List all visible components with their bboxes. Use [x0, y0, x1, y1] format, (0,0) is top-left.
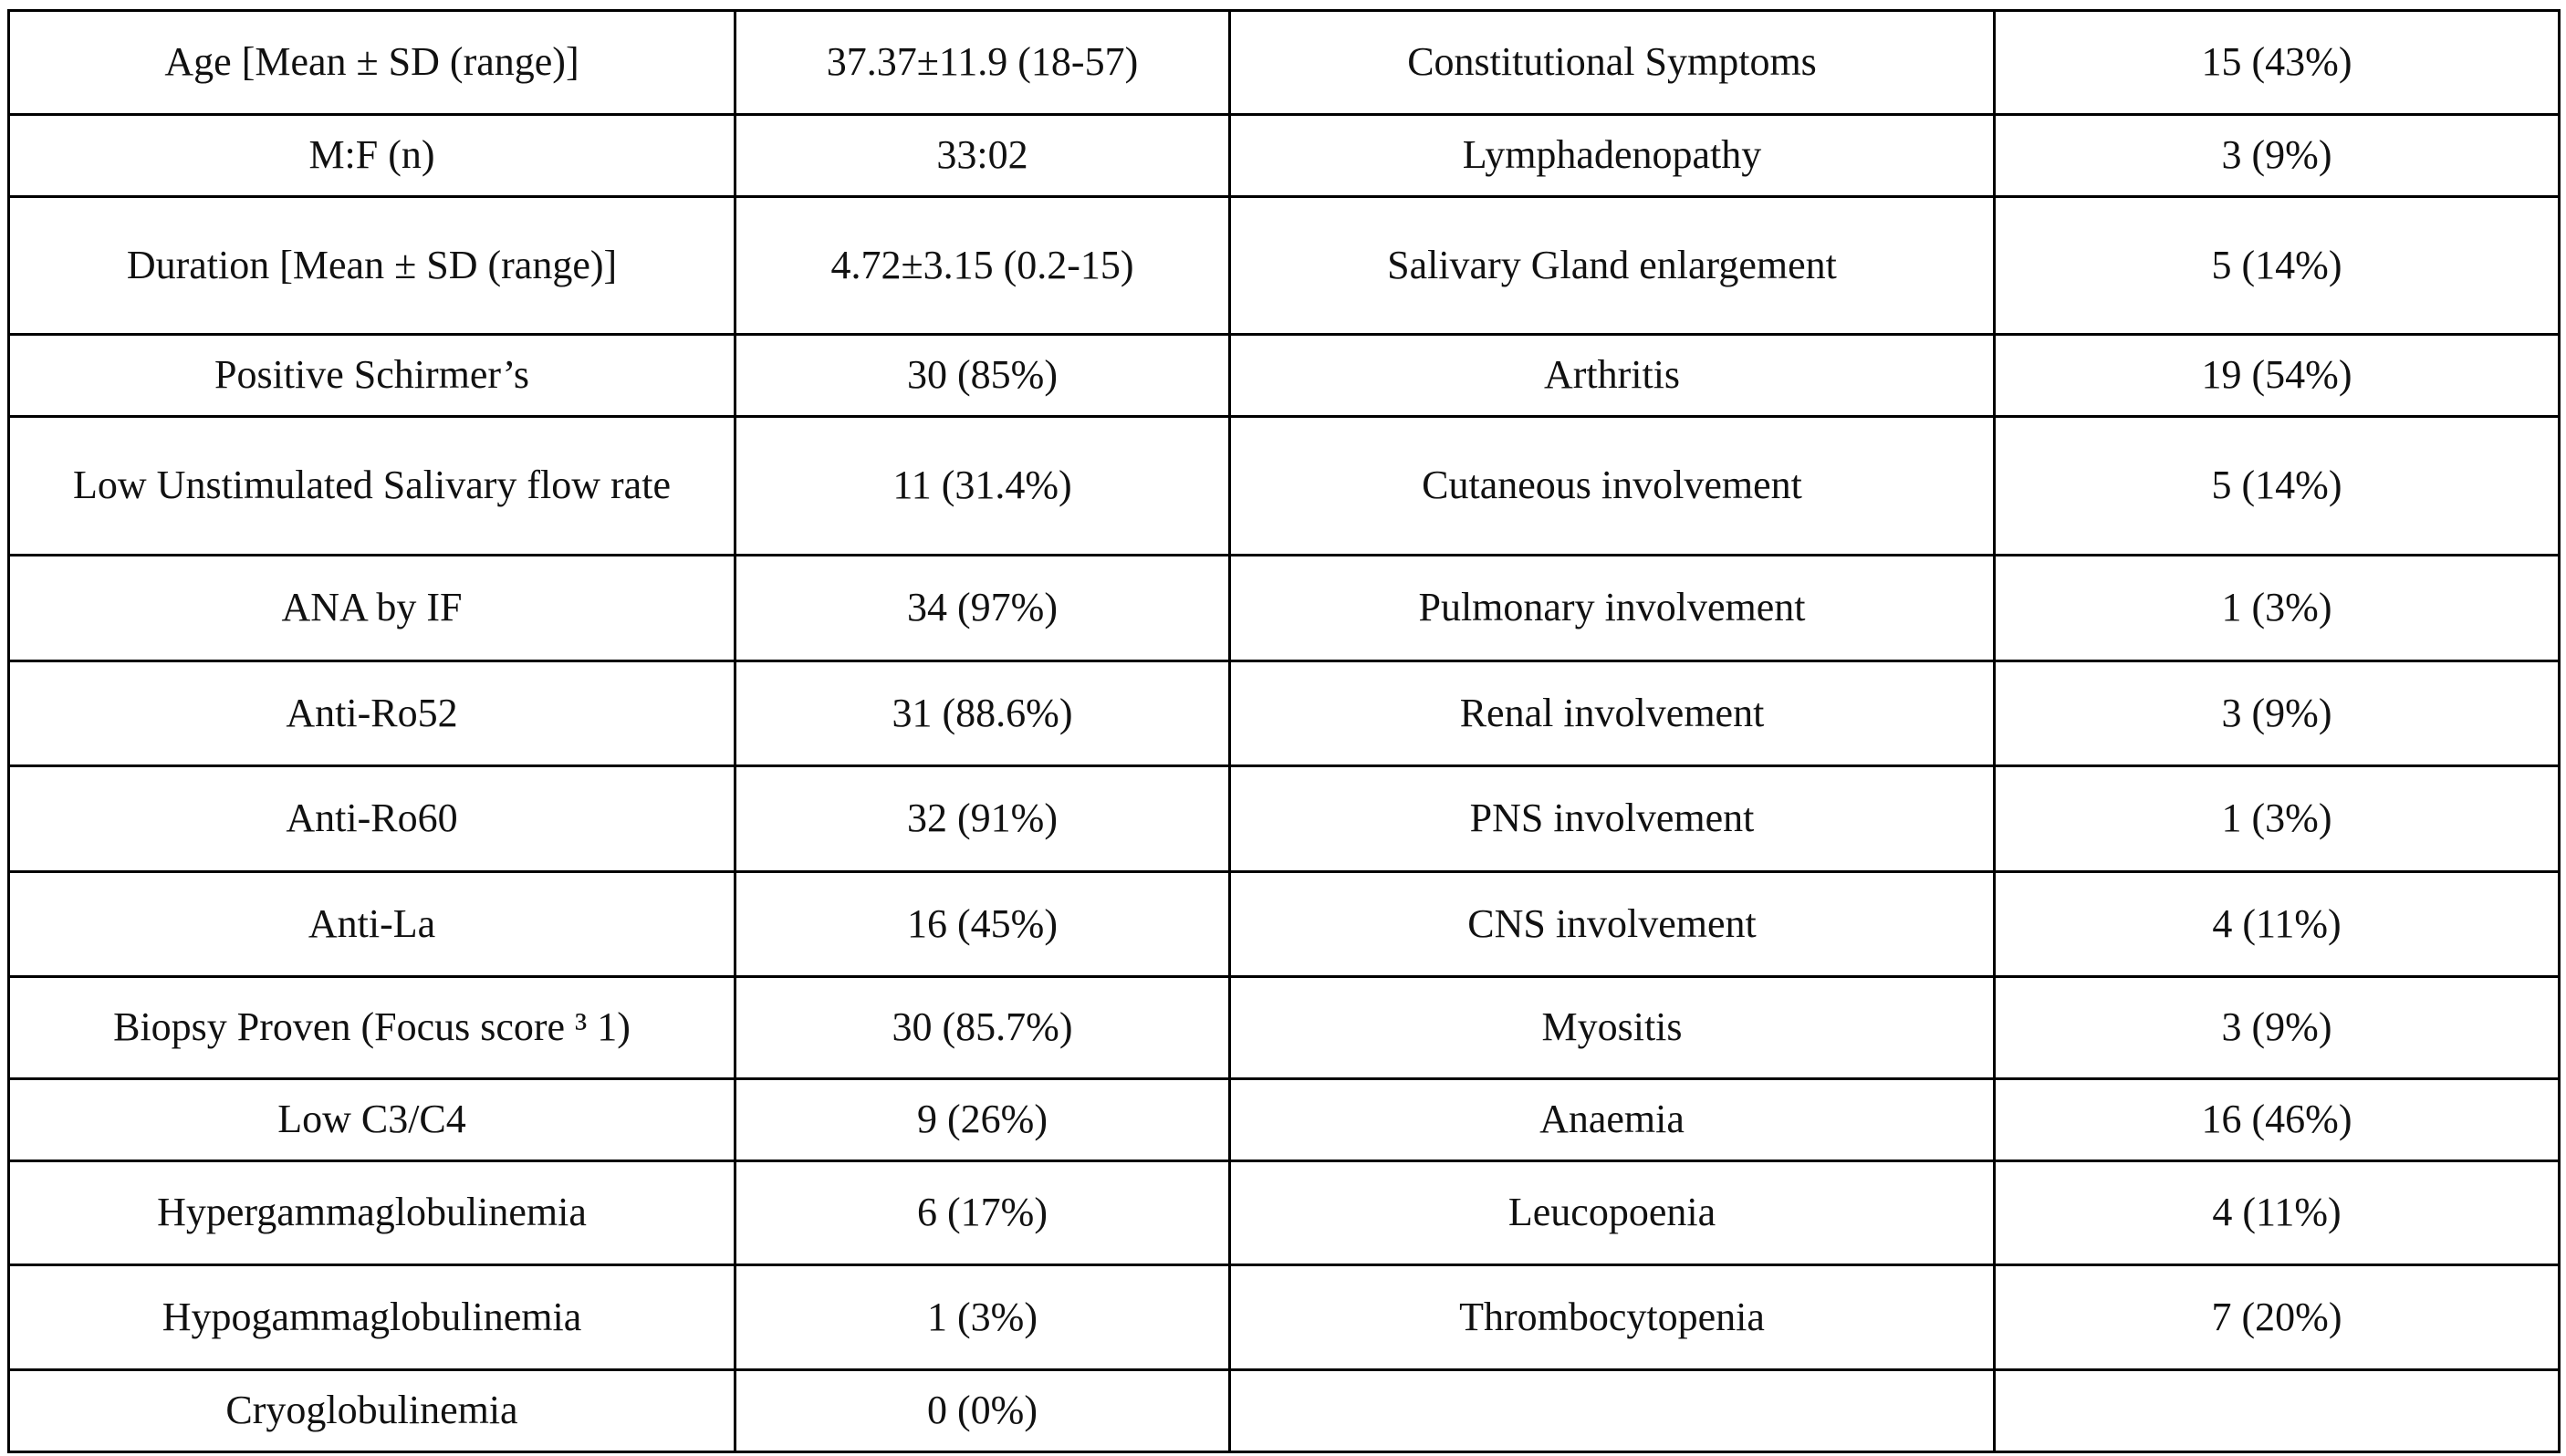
value-right-cell: 1 (3%) — [1993, 764, 2561, 873]
parameter-left-cell: Anti-Ro60 — [7, 764, 736, 873]
parameter-left-cell: M:F (n) — [7, 113, 736, 198]
value-left-cell: 11 (31.4%) — [734, 415, 1231, 556]
table-row: Cryoglobulinemia 0 (0%) — [7, 1368, 2561, 1453]
parameter-right-cell: Cutaneous involvement — [1228, 415, 1996, 556]
parameter-right-cell: Salivary Gland enlargement — [1228, 195, 1996, 336]
value-right-cell: 3 (9%) — [1993, 975, 2561, 1080]
value-right-cell: 4 (11%) — [1993, 870, 2561, 978]
parameter-left-cell: Low C3/C4 — [7, 1077, 736, 1162]
value-left-cell: 4.72±3.15 (0.2-15) — [734, 195, 1231, 336]
table-row: Hypogammaglobulinemia 1 (3%) Thrombocyto… — [7, 1264, 2561, 1371]
parameter-left-cell: Positive Schirmer’s — [7, 333, 736, 418]
parameter-right-cell: Arthritis — [1228, 333, 1996, 418]
parameter-left-cell: Age [Mean ± SD (range)] — [7, 9, 736, 116]
table-row: Biopsy Proven (Focus score ³ 1) 30 (85.7… — [7, 975, 2561, 1080]
parameter-left-cell: ANA by IF — [7, 554, 736, 662]
parameter-right-cell: Pulmonary involvement — [1228, 554, 1996, 662]
value-right-cell: 7 (20%) — [1993, 1264, 2561, 1371]
table-row: Positive Schirmer’s 30 (85%) Arthritis 1… — [7, 333, 2561, 418]
value-left-cell: 30 (85%) — [734, 333, 1231, 418]
value-right-cell: 5 (14%) — [1993, 415, 2561, 556]
table-row: Anti-Ro52 31 (88.6%) Renal involvement 3… — [7, 660, 2561, 767]
value-left-cell: 33:02 — [734, 113, 1231, 198]
parameter-left-cell: Anti-La — [7, 870, 736, 978]
table-body: Age [Mean ± SD (range)] 37.37±11.9 (18-5… — [7, 9, 2561, 1453]
value-left-cell: 9 (26%) — [734, 1077, 1231, 1162]
parameter-right-cell: PNS involvement — [1228, 764, 1996, 873]
parameter-left-cell: Cryoglobulinemia — [7, 1368, 736, 1453]
table-row: M:F (n) 33:02 Lymphadenopathy 3 (9%) — [7, 113, 2561, 198]
table-row: Age [Mean ± SD (range)] 37.37±11.9 (18-5… — [7, 9, 2561, 116]
parameter-right-cell: Renal involvement — [1228, 660, 1996, 767]
value-left-cell: 30 (85.7%) — [734, 975, 1231, 1080]
table-row: Low Unstimulated Salivary flow rate 11 (… — [7, 415, 2561, 556]
value-left-cell: 0 (0%) — [734, 1368, 1231, 1453]
value-right-cell: 19 (54%) — [1993, 333, 2561, 418]
parameter-left-cell: Hypergammaglobulinemia — [7, 1160, 736, 1266]
parameter-left-cell: Duration [Mean ± SD (range)] — [7, 195, 736, 336]
parameter-right-cell: Thrombocytopenia — [1228, 1264, 1996, 1371]
value-right-cell: 4 (11%) — [1993, 1160, 2561, 1266]
value-right-cell: 1 (3%) — [1993, 554, 2561, 662]
parameter-right-cell: Lymphadenopathy — [1228, 113, 1996, 198]
table-row: Anti-La 16 (45%) CNS involvement 4 (11%) — [7, 870, 2561, 978]
table-row: Hypergammaglobulinemia 6 (17%) Leucopoen… — [7, 1160, 2561, 1266]
value-right-cell: 3 (9%) — [1993, 660, 2561, 767]
parameter-left-cell: Hypogammaglobulinemia — [7, 1264, 736, 1371]
parameter-left-cell: Anti-Ro52 — [7, 660, 736, 767]
parameter-right-cell: CNS involvement — [1228, 870, 1996, 978]
value-left-cell: 32 (91%) — [734, 764, 1231, 873]
table-row: Anti-Ro60 32 (91%) PNS involvement 1 (3%… — [7, 764, 2561, 873]
table-row: ANA by IF 34 (97%) Pulmonary involvement… — [7, 554, 2561, 662]
value-right-cell: 16 (46%) — [1993, 1077, 2561, 1162]
value-right-cell: 15 (43%) — [1993, 9, 2561, 116]
value-left-cell: 34 (97%) — [734, 554, 1231, 662]
value-left-cell: 6 (17%) — [734, 1160, 1231, 1266]
parameter-right-cell: Constitutional Symptoms — [1228, 9, 1996, 116]
empty-cell — [1228, 1368, 1996, 1453]
table-row: Duration [Mean ± SD (range)] 4.72±3.15 (… — [7, 195, 2561, 336]
value-left-cell: 37.37±11.9 (18-57) — [734, 9, 1231, 116]
value-right-cell: 3 (9%) — [1993, 113, 2561, 198]
parameter-right-cell: Leucopoenia — [1228, 1160, 1996, 1266]
parameter-right-cell: Myositis — [1228, 975, 1996, 1080]
parameter-left-cell: Low Unstimulated Salivary flow rate — [7, 415, 736, 556]
value-left-cell: 16 (45%) — [734, 870, 1231, 978]
value-left-cell: 31 (88.6%) — [734, 660, 1231, 767]
parameter-left-cell: Biopsy Proven (Focus score ³ 1) — [7, 975, 736, 1080]
empty-cell — [1993, 1368, 2561, 1453]
value-left-cell: 1 (3%) — [734, 1264, 1231, 1371]
parameter-right-cell: Anaemia — [1228, 1077, 1996, 1162]
clinical-features-table: Age [Mean ± SD (range)] 37.37±11.9 (18-5… — [7, 9, 2561, 1453]
table-row: Low C3/C4 9 (26%) Anaemia 16 (46%) — [7, 1077, 2561, 1162]
value-right-cell: 5 (14%) — [1993, 195, 2561, 336]
